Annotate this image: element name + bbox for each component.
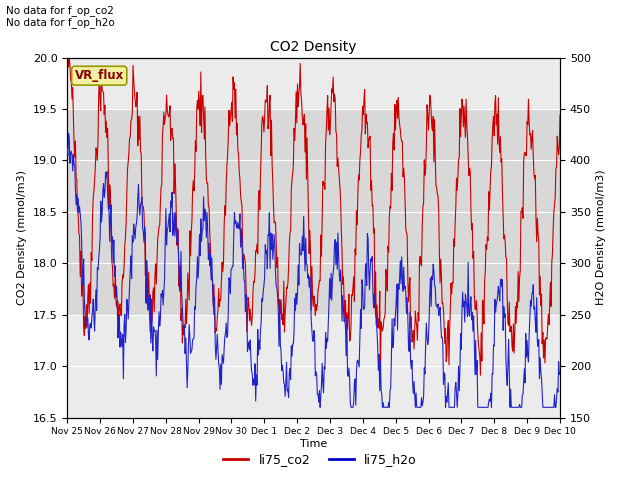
Y-axis label: CO2 Density (mmol/m3): CO2 Density (mmol/m3) xyxy=(17,170,27,305)
Legend: li75_co2, li75_h2o: li75_co2, li75_h2o xyxy=(218,448,422,471)
Y-axis label: H2O Density (mmol/m3): H2O Density (mmol/m3) xyxy=(596,170,607,305)
X-axis label: Time: Time xyxy=(300,439,327,449)
Bar xyxy=(67,109,560,315)
Title: CO2 Density: CO2 Density xyxy=(270,40,357,54)
Text: VR_flux: VR_flux xyxy=(75,69,124,82)
Text: No data for f_op_co2
No data for f_op_h2o: No data for f_op_co2 No data for f_op_h2… xyxy=(6,5,115,28)
